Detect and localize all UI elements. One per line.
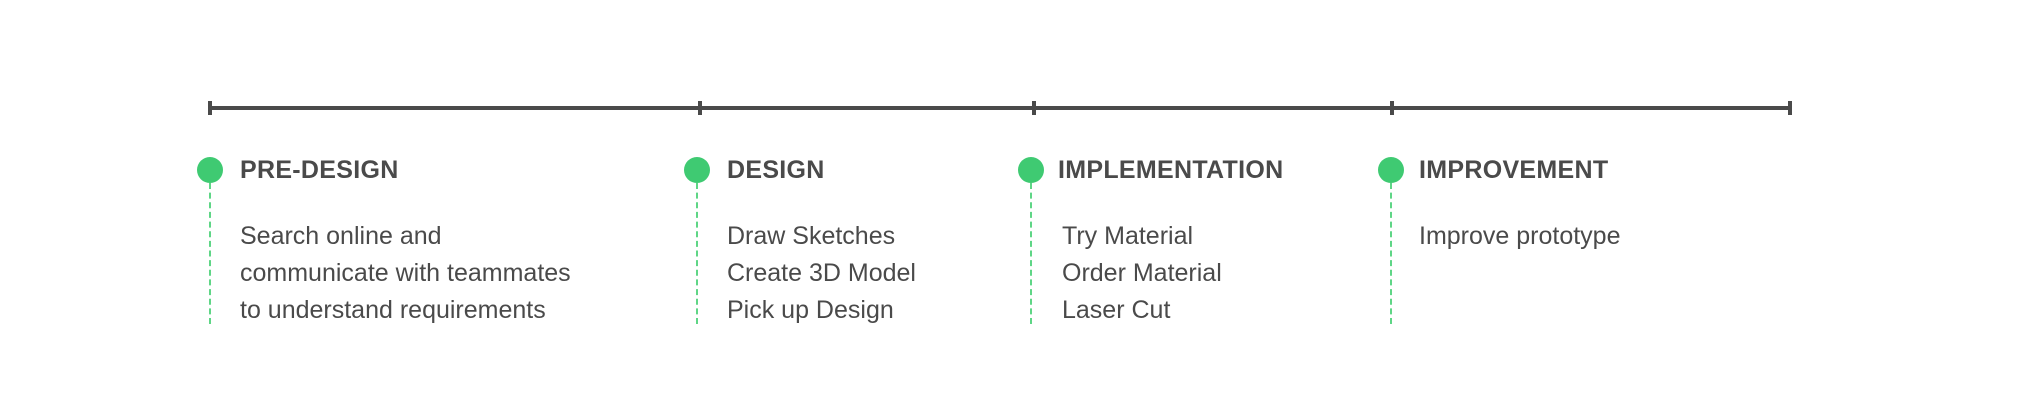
- stage-marker-dot: [1018, 157, 1044, 183]
- axis-tick-implementation: [1032, 101, 1036, 115]
- stage-description-line: Draw Sketches: [727, 222, 896, 250]
- stage-description-line: Try Material: [1062, 222, 1194, 250]
- stage-description-line: Laser Cut: [1062, 296, 1171, 324]
- axis-tick-start: [208, 101, 212, 115]
- stage-title: IMPROVEMENT: [1419, 156, 1609, 184]
- axis-tick-improvement: [1390, 101, 1394, 115]
- stage-description: Draw Sketches Create 3D Model Pick up De…: [727, 218, 916, 329]
- stage-marker-dot: [197, 157, 223, 183]
- axis-tick-design: [698, 101, 702, 115]
- stage-description-line: Create 3D Model: [727, 259, 916, 287]
- stage-description: Improve prototype: [1419, 218, 1621, 255]
- stage-marker-dot: [1378, 157, 1404, 183]
- stage-title: IMPLEMENTATION: [1058, 156, 1284, 184]
- stage-title: PRE-DESIGN: [240, 156, 399, 184]
- stage-description-line: Search online and: [240, 222, 442, 250]
- axis-tick-end: [1788, 101, 1792, 115]
- stage-description-line: Improve prototype: [1419, 222, 1621, 250]
- stage-dashed-line: [1390, 183, 1392, 324]
- stage-description: Try Material Order Material Laser Cut: [1062, 218, 1222, 329]
- stage-description-line: to understand requirements: [240, 296, 546, 324]
- stage-description-line: Pick up Design: [727, 296, 894, 324]
- timeline-axis: [210, 106, 1790, 110]
- stage-dashed-line: [209, 183, 211, 324]
- stage-marker-dot: [684, 157, 710, 183]
- stage-title: DESIGN: [727, 156, 825, 184]
- stage-description-line: Order Material: [1062, 259, 1222, 287]
- stage-description-line: communicate with teammates: [240, 259, 571, 287]
- stage-dashed-line: [1030, 183, 1032, 324]
- stage-description: Search online and communicate with teamm…: [240, 218, 571, 329]
- stage-dashed-line: [696, 183, 698, 324]
